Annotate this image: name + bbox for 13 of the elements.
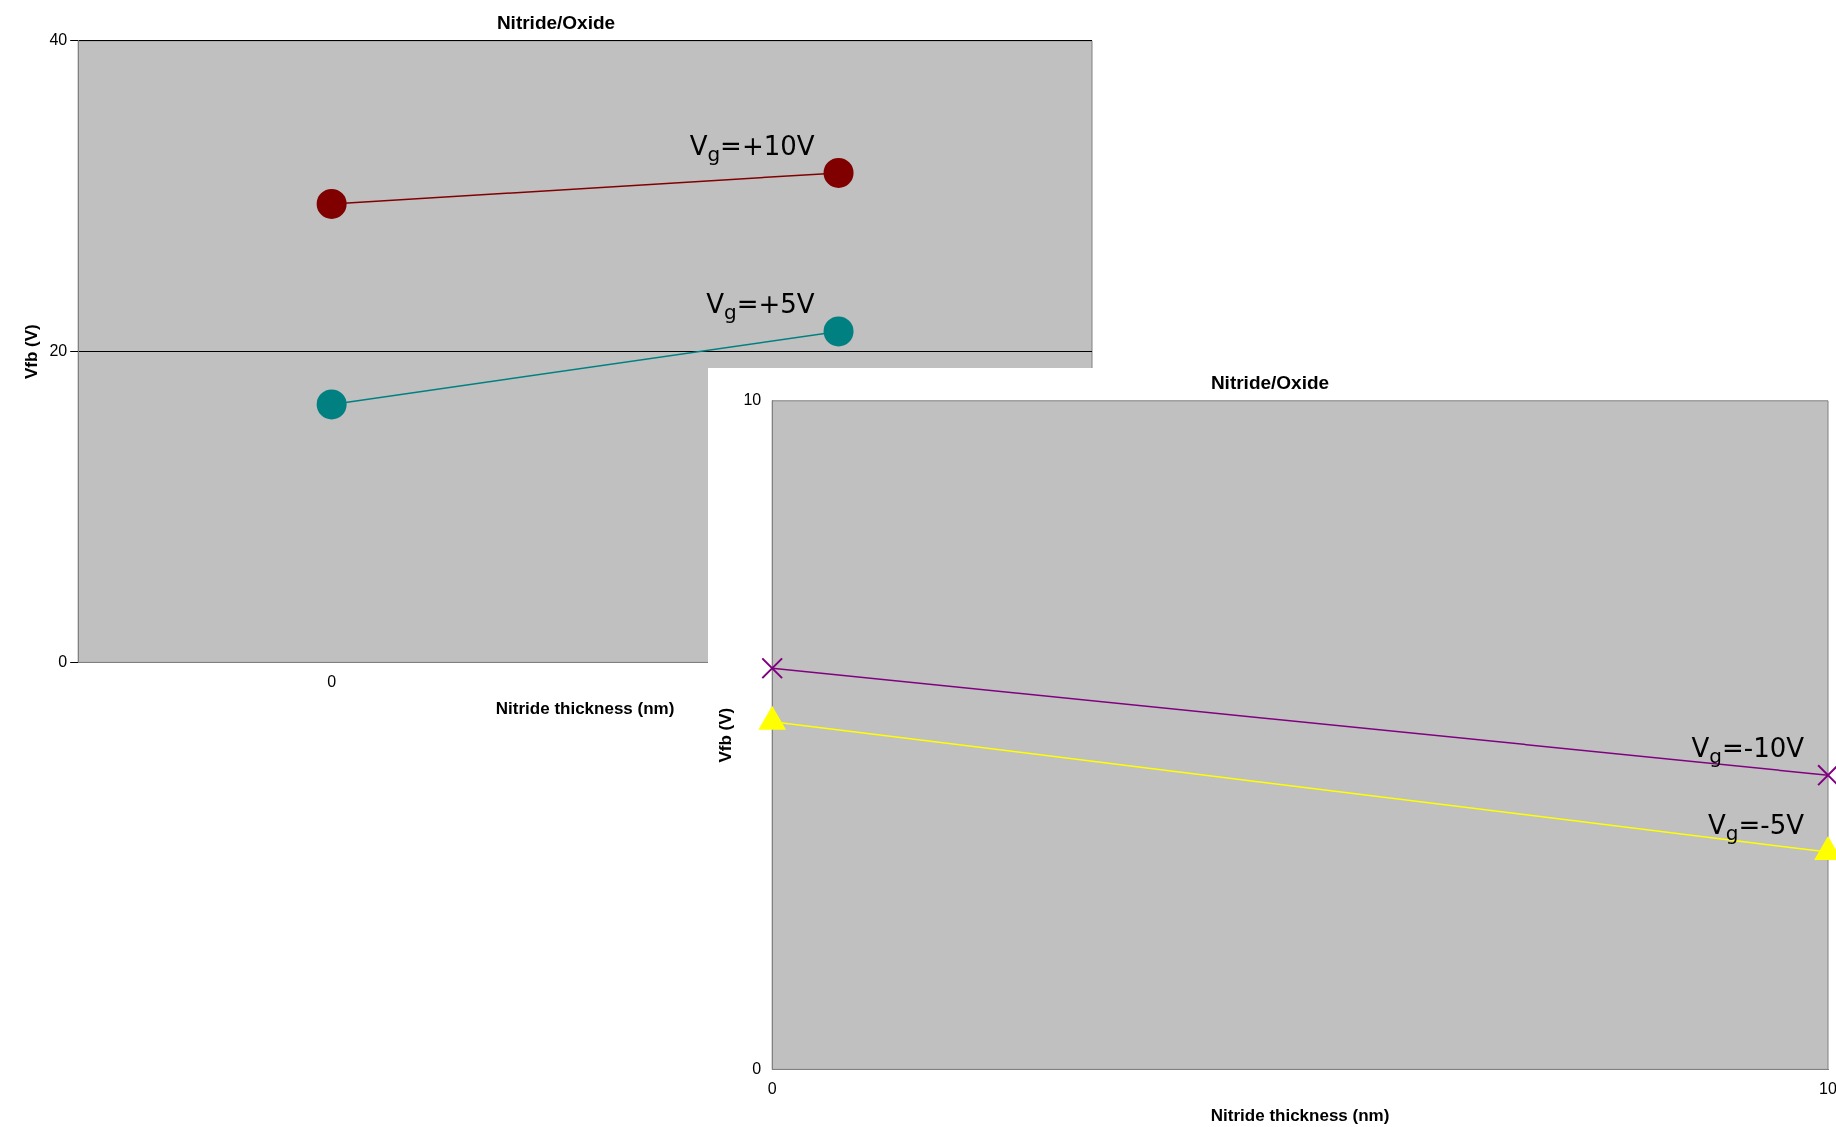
- point: [316, 188, 347, 219]
- chart-title: Nitride/Oxide: [1210, 371, 1330, 393]
- point: [316, 389, 347, 420]
- y-tick-label: 0: [58, 652, 68, 670]
- x-axis-title: Nitride thickness (nm): [495, 699, 675, 719]
- y-axis-title: Vfb (V): [715, 707, 735, 763]
- chart-title: Nitride/Oxide: [496, 11, 616, 33]
- point: [823, 316, 854, 347]
- y-tick-label: 40: [49, 31, 68, 49]
- y-tick-label: 20: [49, 342, 68, 360]
- point: [823, 157, 854, 188]
- y-axis-title: Vfb (V): [21, 324, 41, 379]
- x-axis-title: Nitride thickness (nm): [1210, 1106, 1390, 1126]
